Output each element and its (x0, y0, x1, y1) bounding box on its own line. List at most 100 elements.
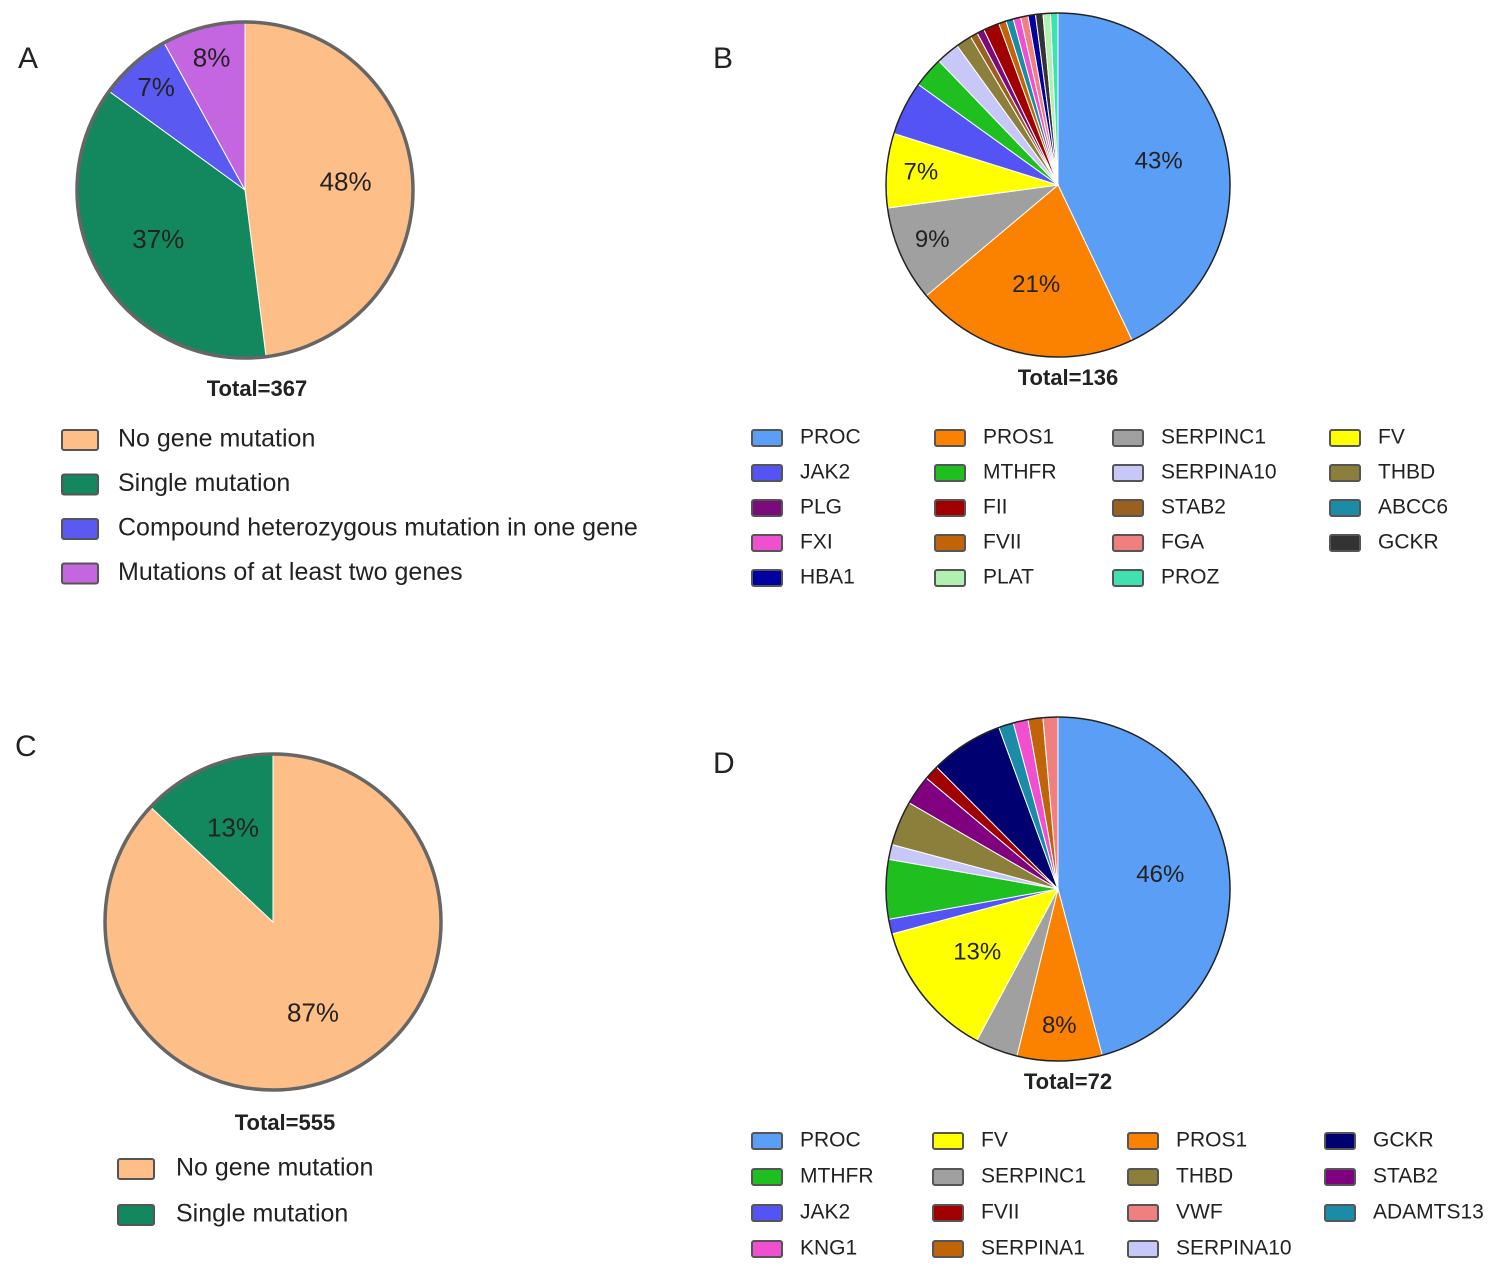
legend-swatch (1112, 499, 1144, 517)
slice-label: 8% (1042, 1012, 1077, 1039)
legend-label: No gene mutation (118, 425, 315, 453)
legend-label: PROC (800, 1129, 861, 1152)
legend-label: PROS1 (1176, 1129, 1247, 1152)
legend-swatch (751, 429, 783, 447)
legend-swatch (1112, 464, 1144, 482)
legend-label: THBD (1176, 1165, 1233, 1188)
legend-label: PLAT (983, 566, 1034, 589)
legend-swatch (751, 1168, 783, 1186)
legend-swatch (61, 429, 99, 451)
slice-label: 8% (193, 43, 231, 73)
legend-swatch (934, 499, 966, 517)
panel-label: D (713, 747, 735, 780)
legend-label: GCKR (1373, 1129, 1434, 1152)
legend-swatch (1329, 534, 1361, 552)
legend-label: SERPINA10 (1176, 1237, 1292, 1260)
panel-label: A (18, 42, 38, 75)
legend-swatch (61, 473, 99, 496)
legend-label: THBD (1378, 461, 1435, 484)
legend-swatch (117, 1158, 155, 1180)
total-caption: Total=72 (1024, 1069, 1112, 1094)
legend-label: FV (1378, 426, 1405, 449)
total-caption: Total=555 (235, 1110, 335, 1135)
legend-label: SERPINC1 (981, 1165, 1086, 1188)
legend-swatch (751, 569, 783, 587)
legend-label: ABCC6 (1378, 496, 1448, 519)
slice-label: 43% (1135, 148, 1183, 175)
legend-swatch (1329, 464, 1361, 482)
legend-swatch (1324, 1204, 1356, 1222)
legend-swatch (932, 1132, 964, 1150)
slice-label: 7% (904, 159, 939, 186)
legend-swatch (934, 534, 966, 552)
legend-swatch (1324, 1132, 1356, 1150)
legend-label: VWF (1176, 1201, 1223, 1224)
legend-swatch (1127, 1132, 1159, 1150)
legend-swatch (1127, 1168, 1159, 1186)
legend-swatch (751, 1132, 783, 1150)
legend-swatch (751, 534, 783, 552)
legend-label: HBA1 (800, 566, 855, 589)
pie-outline (103, 752, 443, 1092)
legend-label: Single mutation (118, 469, 290, 497)
legend-label: SERPINC1 (1161, 426, 1266, 449)
slice-label: 87% (287, 997, 339, 1027)
legend-swatch (934, 464, 966, 482)
legend-label: PROZ (1161, 566, 1220, 589)
legend-swatch (61, 562, 99, 585)
legend-label: SERPINA1 (981, 1237, 1085, 1260)
legend-label: FV (981, 1129, 1008, 1152)
legend-swatch (1324, 1168, 1356, 1186)
pie-outline (885, 12, 1231, 358)
legend-label: Compound heterozygous mutation in one ge… (118, 514, 638, 542)
pie-outline (75, 20, 415, 360)
legend-label: PROS1 (983, 426, 1054, 449)
legend-swatch (934, 429, 966, 447)
legend-label: FII (983, 496, 1008, 519)
panel-label: C (15, 730, 37, 763)
legend-label: PLG (800, 496, 842, 519)
legend-swatch (751, 464, 783, 482)
legend-label: FVII (983, 531, 1022, 554)
legend-swatch (1329, 429, 1361, 447)
slice-label: 13% (953, 939, 1001, 966)
slice-label: 48% (320, 167, 372, 197)
legend-label: STAB2 (1161, 496, 1226, 519)
slice-label: 7% (137, 72, 175, 102)
legend-swatch (1112, 534, 1144, 552)
legend-label: GCKR (1378, 531, 1439, 554)
slice-label: 9% (915, 226, 950, 253)
legend-label: SERPINA10 (1161, 461, 1277, 484)
slice-label: 13% (207, 812, 259, 842)
legend-label: FVII (981, 1201, 1020, 1224)
legend-swatch (117, 1204, 155, 1226)
legend-label: JAK2 (800, 461, 850, 484)
legend-label: Single mutation (176, 1200, 348, 1228)
legend-swatch (1127, 1204, 1159, 1222)
legend-label: FXI (800, 531, 833, 554)
legend-label: Mutations of at least two genes (118, 558, 463, 586)
panel-label: B (713, 42, 733, 75)
legend-label: JAK2 (800, 1201, 850, 1224)
legend-swatch (934, 569, 966, 587)
legend-label: PROC (800, 426, 861, 449)
legend-label: ADAMTS13 (1373, 1201, 1484, 1224)
legend-label: KNG1 (800, 1237, 857, 1260)
legend-label: MTHFR (983, 461, 1056, 484)
legend-label: FGA (1161, 531, 1204, 554)
legend-swatch (932, 1168, 964, 1186)
legend-label: MTHFR (800, 1165, 873, 1188)
legend-swatch (751, 1240, 783, 1258)
legend-swatch (1112, 569, 1144, 587)
legend-swatch (751, 1204, 783, 1222)
legend-swatch (1112, 429, 1144, 447)
slice-label: 21% (1012, 271, 1060, 298)
legend-swatch (61, 518, 99, 540)
total-caption: Total=136 (1018, 365, 1118, 390)
legend-swatch (932, 1240, 964, 1258)
total-caption: Total=367 (207, 376, 307, 401)
slice-label: 46% (1136, 861, 1184, 888)
pie-outline (885, 716, 1231, 1062)
legend-swatch (751, 499, 783, 517)
